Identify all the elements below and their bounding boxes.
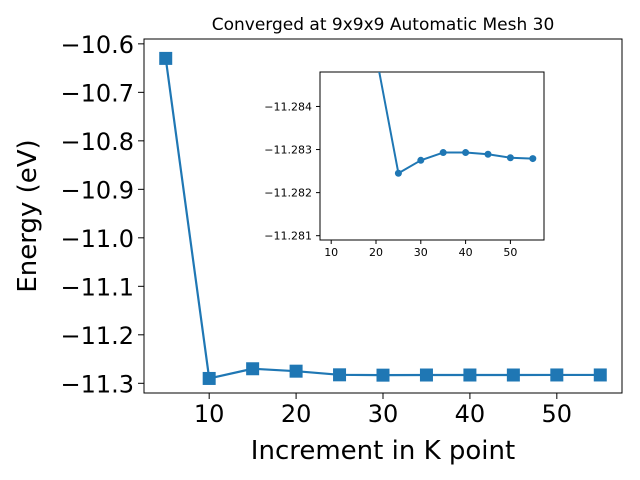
main-y-tick-label: −11.3 — [60, 370, 134, 398]
main-y-tick-label: −10.8 — [60, 128, 134, 156]
y-axis-label: Energy (eV) — [13, 139, 43, 292]
inset-y-tick-label: −11.282 — [264, 187, 312, 200]
inset-data-point — [394, 169, 402, 177]
x-axis-label: Increment in K point — [251, 436, 515, 466]
main-data-point — [593, 368, 607, 382]
main-data-point — [463, 368, 477, 382]
main-data-point — [419, 368, 433, 382]
inset-y-tick-label: −11.284 — [264, 100, 312, 113]
main-data-point — [550, 368, 564, 382]
main-y-tick-label: −11.2 — [60, 322, 134, 350]
inset-data-point — [484, 150, 492, 158]
main-data-point — [202, 371, 216, 385]
main-x-tick-label: 50 — [542, 400, 573, 428]
inset-x-tick-label: 20 — [369, 246, 383, 259]
inset-x-tick-label: 50 — [503, 246, 517, 259]
inset-plot: 10 20 30 40 50 −11.281 −11.282 −11.283 −11.284 — [264, 71, 545, 259]
main-data-point — [289, 364, 303, 378]
main-data-point — [333, 368, 347, 382]
inset-data-point — [529, 155, 537, 163]
inset-data-point — [417, 156, 425, 164]
inset-y-tick-label: −11.281 — [264, 230, 312, 243]
main-x-tick-label: 40 — [455, 400, 486, 428]
chart-title: Converged at 9x9x9 Automatic Mesh 30 — [212, 15, 555, 35]
inset-data-point — [506, 154, 514, 162]
main-data-point — [159, 51, 173, 65]
main-x-tick-label: 30 — [368, 400, 399, 428]
main-data-point — [376, 368, 390, 382]
main-data-point — [246, 362, 260, 376]
main-data-point — [506, 368, 520, 382]
main-y-tick-label: −10.6 — [60, 31, 134, 59]
main-y-tick-label: −11.1 — [60, 273, 134, 301]
inset-y-tick-label: −11.283 — [264, 144, 312, 157]
inset-x-tick-label: 40 — [459, 246, 473, 259]
main-y-tick-label: −11.0 — [60, 225, 134, 253]
main-y-tick-label: −10.7 — [60, 79, 134, 107]
inset-data-point — [462, 149, 470, 157]
inset-series-line — [378, 72, 533, 175]
inset-x-tick-label: 30 — [414, 246, 428, 259]
inset-data-point — [439, 149, 447, 157]
main-y-tick-label: −10.9 — [60, 176, 134, 204]
inset-x-tick-label: 10 — [324, 246, 338, 259]
main-x-tick-label: 10 — [194, 400, 225, 428]
main-x-tick-label: 20 — [281, 400, 312, 428]
